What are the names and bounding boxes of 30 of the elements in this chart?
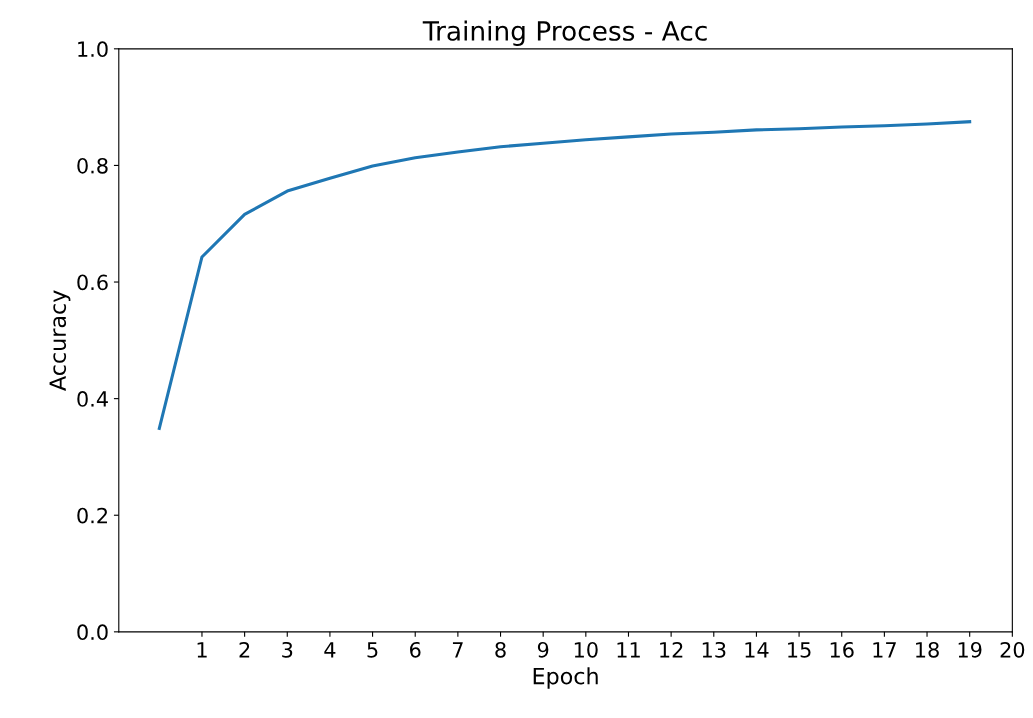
y-tick-label: 0.8 bbox=[77, 157, 108, 174]
y-tick-label: 0.0 bbox=[77, 624, 108, 641]
x-tick-label: 9 bbox=[537, 641, 549, 658]
x-tick-label: 6 bbox=[410, 641, 421, 658]
x-tick-label: 4 bbox=[324, 642, 336, 658]
y-tick-label: 1.0 bbox=[78, 41, 108, 58]
line-series bbox=[157, 120, 972, 430]
x-tick-label: 3 bbox=[282, 641, 293, 658]
x-tick-label: 11 bbox=[617, 642, 640, 658]
y-tick-label: 0.2 bbox=[77, 507, 107, 524]
x-tick-label: 13 bbox=[702, 641, 726, 658]
x-tick-label: 7 bbox=[452, 642, 463, 658]
y-tick-label: 0.4 bbox=[77, 391, 108, 407]
x-tick-label: 12 bbox=[660, 641, 683, 658]
x-tick-label: 8 bbox=[495, 641, 506, 658]
x-tick-label: 10 bbox=[574, 641, 598, 658]
chart-title: Training Process - Acc bbox=[422, 20, 707, 46]
x-axis-title: Epoch bbox=[533, 667, 598, 689]
x-tick-label: 5 bbox=[367, 642, 378, 658]
x-tick-label: 2 bbox=[239, 641, 250, 658]
y-tick-label: 0.6 bbox=[77, 274, 108, 291]
y-axis-title: Accuracy bbox=[49, 290, 71, 391]
x-tick-label: 16 bbox=[830, 641, 854, 658]
x-tick-label: 18 bbox=[916, 641, 939, 658]
x-tick-label: 14 bbox=[745, 642, 769, 658]
x-tick-label: 1 bbox=[197, 642, 207, 658]
x-tick-label: 17 bbox=[873, 642, 896, 658]
x-tick-label: 19 bbox=[958, 641, 982, 658]
x-tick-label: 15 bbox=[788, 642, 811, 658]
x-tick-label: 20 bbox=[1000, 641, 1025, 658]
